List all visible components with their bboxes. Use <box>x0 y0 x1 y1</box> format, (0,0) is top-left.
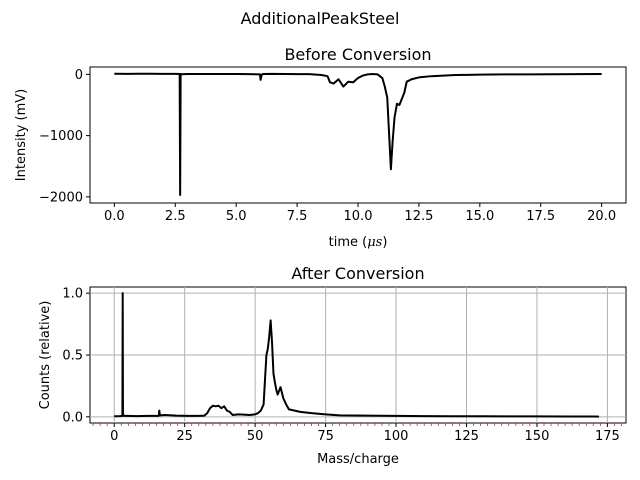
after-conversion-ytick-label-2: 1.0 <box>62 287 83 302</box>
before-conversion-xlabel-unit: μs <box>367 235 382 250</box>
before-conversion-xtick-label-0: 0.0 <box>104 209 125 224</box>
before-conversion-ytick-label-1: −1000 <box>39 129 83 144</box>
after-conversion-series-line <box>114 292 599 418</box>
after-conversion-grid <box>90 287 626 423</box>
after-conversion-xtick-label-3: 75 <box>317 429 334 444</box>
before-conversion-xlabel-close: ) <box>382 235 387 250</box>
after-conversion-xtick-label-4: 100 <box>384 429 409 444</box>
after-conversion-xlabel: Mass/charge <box>317 452 399 467</box>
after-conversion-title: After Conversion <box>291 264 424 283</box>
after-conversion-xtick-label-5: 125 <box>454 429 479 444</box>
before-conversion-xlabel-text: time ( <box>329 235 368 250</box>
before-conversion-xtick-label-3: 7.5 <box>287 209 308 224</box>
before-conversion-panel: 0.0 2.5 5.0 7.5 10.0 12.5 15.0 17.5 20.0 0 −1000 −2… <box>14 45 627 250</box>
after-conversion-xtick-label-7: 175 <box>595 429 620 444</box>
figure-suptitle: AdditionalPeakSteel <box>241 9 400 28</box>
before-conversion-xtick-label-8: 20.0 <box>587 209 616 224</box>
after-conversion-xtick-label-6: 150 <box>525 429 550 444</box>
after-conversion-ticks: 0 25 50 75 100 125 150 175 0.0 0.5 1.0 <box>62 287 622 444</box>
before-conversion-xtick-label-1: 2.5 <box>165 209 186 224</box>
before-conversion-xlabel: time (μs) <box>329 235 388 250</box>
after-conversion-xtick-label-0: 0 <box>110 429 118 444</box>
after-conversion-xtick-label-2: 50 <box>247 429 264 444</box>
before-conversion-series-line <box>114 72 602 197</box>
before-conversion-ytick-label-0: 0 <box>75 68 83 83</box>
before-conversion-ticks: 0.0 2.5 5.0 7.5 10.0 12.5 15.0 17.5 20.0 0 −1000 −2… <box>39 68 616 224</box>
before-conversion-title: Before Conversion <box>284 45 431 64</box>
after-conversion-xtick-label-1: 25 <box>176 429 193 444</box>
after-conversion-panel: 0 25 50 75 100 125 150 175 0.0 0.5 1.0 After Conve… <box>38 264 627 467</box>
after-conversion-ylabel: Counts (relative) <box>38 301 53 410</box>
before-conversion-ytick-label-2: −2000 <box>39 190 83 205</box>
before-conversion-xtick-label-5: 12.5 <box>404 209 433 224</box>
before-conversion-xtick-label-6: 15.0 <box>465 209 494 224</box>
after-conversion-ytick-label-0: 0.0 <box>62 410 83 425</box>
before-conversion-xtick-label-4: 10.0 <box>344 209 373 224</box>
after-conversion-ytick-label-1: 0.5 <box>62 349 83 364</box>
before-conversion-xtick-label-2: 5.0 <box>226 209 247 224</box>
before-conversion-ylabel: Intensity (mV) <box>14 89 29 181</box>
before-conversion-xtick-label-7: 17.5 <box>526 209 555 224</box>
